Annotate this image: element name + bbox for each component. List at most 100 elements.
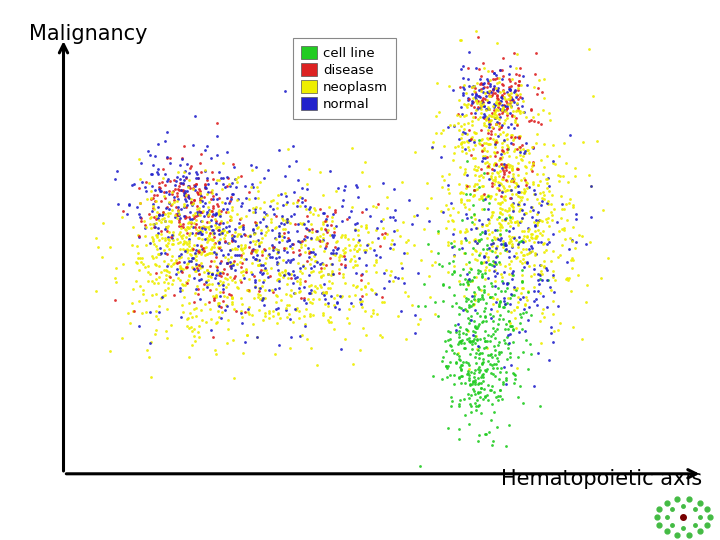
Point <box>464 181 475 190</box>
Point <box>569 172 580 180</box>
Point <box>158 208 169 217</box>
Point <box>506 164 518 173</box>
Point <box>472 96 484 105</box>
Point <box>205 194 217 203</box>
Point <box>457 127 469 136</box>
Point <box>469 140 480 149</box>
Point <box>240 265 251 273</box>
Point <box>148 223 160 232</box>
Point <box>333 268 345 277</box>
Point <box>466 132 477 141</box>
Point <box>477 348 488 357</box>
Point <box>326 267 338 275</box>
Point <box>463 374 474 382</box>
Point <box>215 230 226 239</box>
Point <box>271 292 283 300</box>
Point <box>182 182 194 191</box>
Point <box>250 236 261 245</box>
Point <box>454 180 465 188</box>
Point <box>503 205 514 214</box>
Point <box>497 215 508 224</box>
Point <box>532 218 544 227</box>
Point <box>541 151 552 160</box>
Point <box>474 138 485 147</box>
Point <box>466 292 477 300</box>
Point <box>157 173 168 182</box>
Point <box>471 26 482 35</box>
Point <box>490 195 501 204</box>
Point <box>336 260 347 268</box>
Point <box>173 168 184 177</box>
Point <box>505 290 517 299</box>
Point <box>377 224 389 232</box>
Point <box>194 196 206 205</box>
Point <box>440 361 451 370</box>
Point <box>518 284 529 293</box>
Point <box>537 170 549 179</box>
Point <box>182 193 194 201</box>
Point <box>467 192 479 200</box>
Point <box>450 328 462 336</box>
Point <box>527 233 539 242</box>
Point <box>469 93 481 102</box>
Point <box>487 123 498 132</box>
Point <box>506 94 518 103</box>
Point <box>155 218 166 226</box>
Point <box>487 208 498 217</box>
Point <box>176 252 187 261</box>
Point <box>258 315 269 324</box>
Point <box>392 274 403 283</box>
Point <box>221 292 233 301</box>
Point <box>273 309 284 318</box>
Point <box>467 98 479 106</box>
Point <box>336 217 348 226</box>
Point <box>160 327 171 335</box>
Point <box>501 134 513 143</box>
Point <box>351 246 363 255</box>
Point <box>513 181 524 190</box>
Point <box>206 226 217 235</box>
Point <box>583 44 595 53</box>
Point <box>176 154 187 163</box>
Point <box>315 271 327 280</box>
Point <box>489 174 500 183</box>
Point <box>207 228 219 237</box>
Point <box>463 319 474 328</box>
Point <box>183 194 194 202</box>
Point <box>348 244 359 253</box>
Point <box>500 131 512 139</box>
Point <box>181 239 192 248</box>
Point <box>493 162 505 171</box>
Point <box>135 159 147 168</box>
Point <box>171 258 182 266</box>
Point <box>212 299 224 308</box>
Point <box>566 264 577 272</box>
Point <box>224 262 235 271</box>
Point <box>492 199 504 208</box>
Point <box>277 201 289 210</box>
Point <box>447 230 459 239</box>
Point <box>343 213 355 221</box>
Point <box>513 103 524 112</box>
Point <box>380 266 392 274</box>
Point <box>544 187 555 196</box>
Point <box>224 212 235 221</box>
Point <box>159 291 171 299</box>
Point <box>197 245 209 254</box>
Point <box>236 259 248 267</box>
Point <box>485 332 496 341</box>
Point <box>130 258 142 266</box>
Point <box>276 231 287 240</box>
Point <box>237 300 248 309</box>
Point <box>497 166 508 174</box>
Point <box>474 79 486 88</box>
Point <box>460 184 472 193</box>
Point <box>466 116 477 125</box>
Point <box>537 305 549 314</box>
Point <box>464 136 475 144</box>
Point <box>472 295 483 304</box>
Point <box>304 202 315 211</box>
Point <box>154 187 166 195</box>
Point <box>279 269 291 278</box>
Point <box>473 195 485 204</box>
